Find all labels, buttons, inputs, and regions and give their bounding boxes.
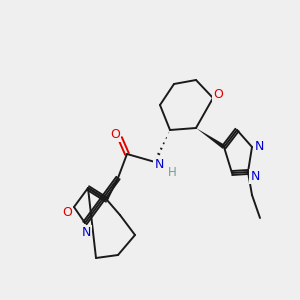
Text: H: H: [168, 166, 176, 178]
Polygon shape: [196, 128, 225, 149]
Text: O: O: [110, 128, 120, 140]
Text: O: O: [213, 88, 223, 101]
Text: N: N: [250, 169, 260, 182]
Text: O: O: [62, 206, 72, 218]
Text: N: N: [254, 140, 264, 152]
Text: N: N: [154, 158, 164, 172]
Text: N: N: [81, 226, 91, 238]
